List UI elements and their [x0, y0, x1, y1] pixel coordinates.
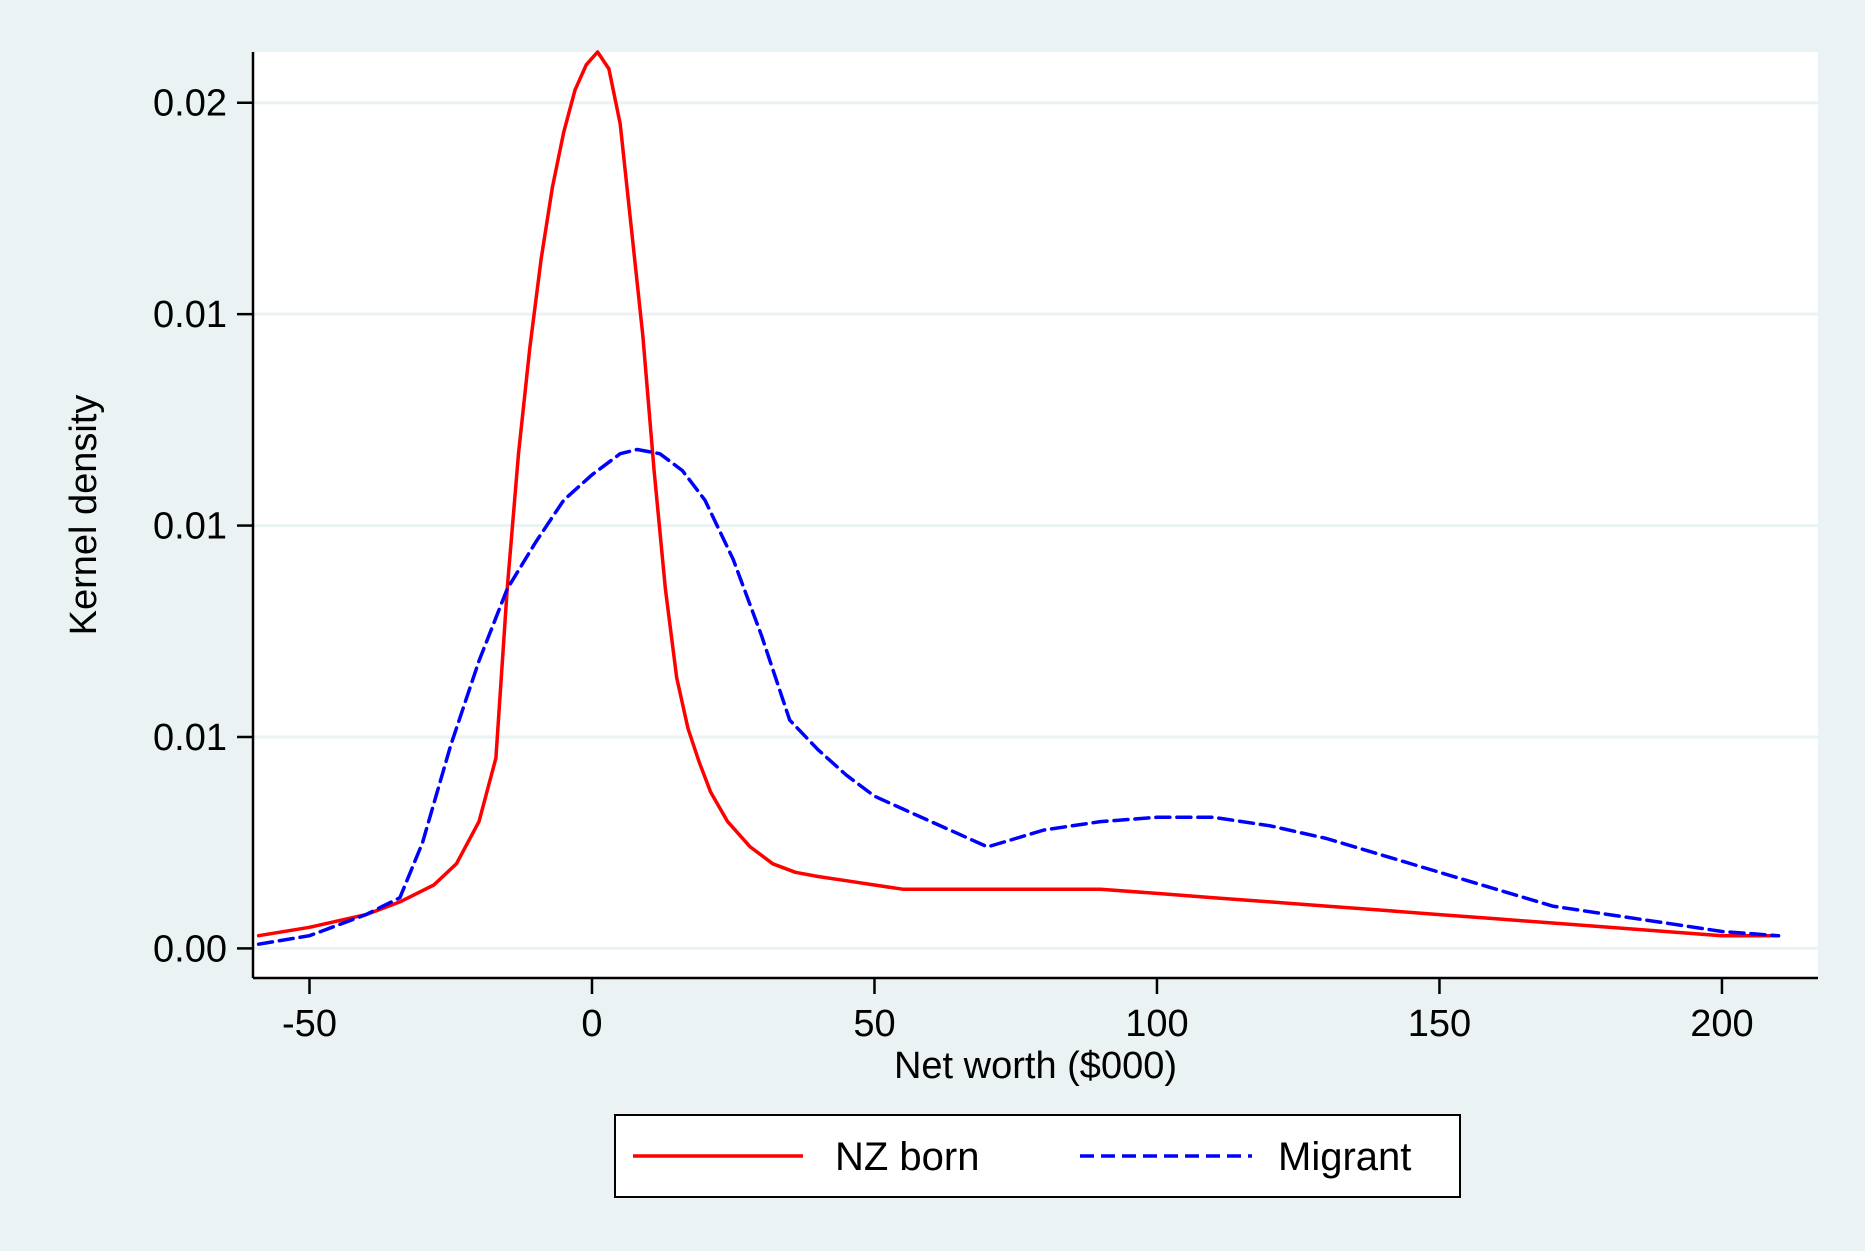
y-tick-label-2: 0.01 — [153, 506, 227, 548]
legend: NZ born Migrant — [614, 1114, 1461, 1198]
x-tick-label-5: 200 — [1690, 1003, 1753, 1045]
series-line-migrant — [256, 447, 1781, 946]
y-tick-label-3: 0.01 — [153, 294, 227, 336]
y-tick-label-4: 0.02 — [153, 83, 227, 125]
x-tick-label-1: 0 — [581, 1003, 602, 1045]
x-tick-label-2: 50 — [853, 1003, 895, 1045]
x-tick-label-3: 100 — [1125, 1003, 1188, 1045]
plot-area — [253, 52, 1818, 978]
x-axis-title: Net worth ($000) — [894, 1045, 1177, 1087]
x-tick-label-4: 150 — [1408, 1003, 1471, 1045]
axes: 0.00 0.01 0.01 0.01 0.02 -50 0 50 100 150 200 — [153, 52, 1818, 1045]
legend-label-nz-born: NZ born — [835, 1135, 980, 1179]
y-tick-label-0: 0.00 — [153, 928, 227, 970]
x-tick-label-0: -50 — [282, 1003, 337, 1045]
series-line-nz-born — [256, 50, 1781, 938]
y-tick-label-1: 0.01 — [153, 717, 227, 759]
legend-label-migrant: Migrant — [1278, 1135, 1411, 1179]
series-lines — [256, 50, 1781, 946]
y-axis-title: Kernel density — [63, 395, 105, 636]
